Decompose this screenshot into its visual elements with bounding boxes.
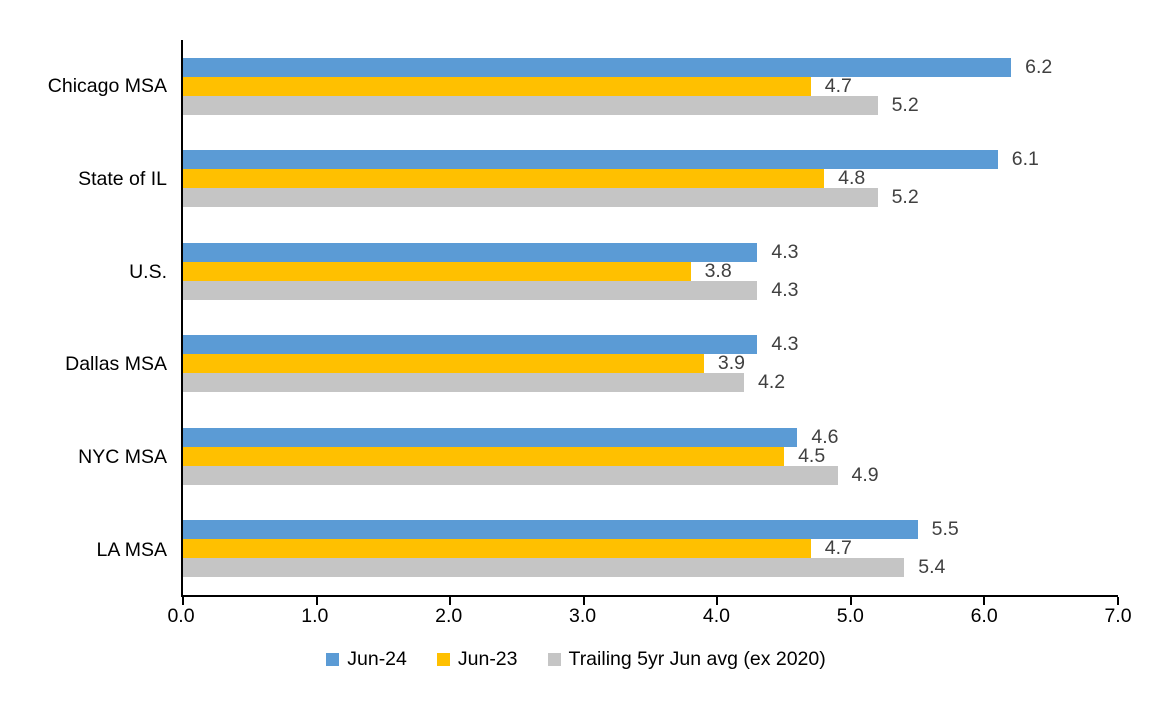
data-label: 5.2 bbox=[891, 93, 919, 116]
x-axis-tick-label: 3.0 bbox=[569, 605, 597, 627]
chart-legend: Jun-24 Jun-23 Trailing 5yr Jun avg (ex 202… bbox=[0, 648, 1152, 671]
data-label: 6.2 bbox=[1025, 55, 1053, 78]
x-axis-tick-mark bbox=[182, 597, 184, 605]
data-label: 4.5 bbox=[798, 444, 826, 467]
bar-row: 5.2 bbox=[183, 93, 1118, 116]
bar-row: 4.5 bbox=[183, 444, 1118, 467]
bar-jun-23 bbox=[183, 169, 825, 189]
bar-group: 6.1 4.8 5.2 bbox=[183, 133, 1118, 226]
bar-row: 4.2 bbox=[183, 371, 1118, 394]
bar-row: 3.9 bbox=[183, 352, 1118, 375]
data-label: 4.2 bbox=[758, 371, 786, 394]
x-axis-tick-label: 6.0 bbox=[970, 605, 998, 627]
bar-group: 5.5 4.7 5.4 bbox=[183, 503, 1118, 596]
bar-jun-24 bbox=[183, 242, 758, 262]
legend-swatch-icon bbox=[326, 653, 340, 666]
category-label: Chicago MSA bbox=[47, 74, 167, 97]
bar-jun-23 bbox=[183, 446, 785, 466]
bar-row: 4.7 bbox=[183, 74, 1118, 97]
bar-row: 4.6 bbox=[183, 425, 1118, 448]
data-label: 4.7 bbox=[824, 537, 852, 560]
bar-trailing-5yr-jun-avg-ex-2020- bbox=[183, 280, 758, 300]
data-label: 4.3 bbox=[771, 278, 799, 301]
data-label: 4.3 bbox=[771, 240, 799, 263]
bar-row: 6.1 bbox=[183, 148, 1118, 171]
bar-row: 4.3 bbox=[183, 333, 1118, 356]
x-axis-tick-mark bbox=[849, 597, 852, 605]
x-axis-tick-mark bbox=[582, 597, 585, 605]
category-label: Dallas MSA bbox=[65, 353, 167, 376]
x-axis-tick-label: 7.0 bbox=[1104, 605, 1132, 627]
data-label: 5.2 bbox=[891, 186, 919, 209]
legend-label: Jun-23 bbox=[457, 648, 518, 670]
legend-swatch-icon bbox=[547, 653, 561, 666]
category-label: LA MSA bbox=[96, 539, 167, 562]
bar-jun-23 bbox=[183, 354, 704, 374]
bar-row: 4.8 bbox=[183, 167, 1118, 190]
bar-row: 6.2 bbox=[183, 55, 1118, 78]
bar-group: 4.6 4.5 4.9 bbox=[183, 410, 1118, 503]
legend-item: Jun-23 bbox=[436, 648, 518, 671]
plot-area: 6.2 4.7 5.2 6.1 4.8 5.2 4.3 3.8 4.3 4.3 3.9 4.2 4.6 4… bbox=[181, 40, 1119, 605]
bar-row: 5.2 bbox=[183, 186, 1118, 209]
x-axis-tick-label: 1.0 bbox=[301, 605, 329, 627]
x-axis-tick-mark bbox=[983, 597, 986, 605]
bar-jun-24 bbox=[183, 150, 998, 170]
category-label: U.S. bbox=[129, 260, 167, 283]
bar-jun-23 bbox=[183, 261, 691, 281]
data-label: 3.9 bbox=[717, 352, 746, 375]
legend-label: Jun-24 bbox=[347, 648, 407, 670]
x-axis-tick-mark bbox=[449, 597, 452, 605]
legend-item: Trailing 5yr Jun avg (ex 2020) bbox=[547, 648, 826, 671]
bar-row: 3.8 bbox=[183, 259, 1118, 282]
bar-row: 5.5 bbox=[183, 518, 1118, 541]
bar-jun-23 bbox=[183, 76, 811, 96]
bar-jun-24 bbox=[183, 57, 1012, 77]
chart-body: Chicago MSA State of IL U.S. Dallas MSA NYC … bbox=[0, 40, 1119, 605]
x-axis-tick-label: 0.0 bbox=[167, 605, 195, 627]
bar-jun-23 bbox=[183, 539, 811, 559]
bar-trailing-5yr-jun-avg-ex-2020- bbox=[183, 188, 878, 208]
bar-group: 4.3 3.9 4.2 bbox=[183, 318, 1118, 411]
bar-row: 4.3 bbox=[183, 240, 1118, 263]
bar-group: 4.3 3.8 4.3 bbox=[183, 225, 1118, 318]
bar-jun-24 bbox=[183, 427, 798, 447]
y-axis-category-labels: Chicago MSA State of IL U.S. Dallas MSA NYC … bbox=[0, 40, 181, 597]
data-label: 4.9 bbox=[851, 463, 879, 486]
data-label: 5.5 bbox=[931, 518, 959, 541]
bar-row: 5.4 bbox=[183, 556, 1118, 579]
bar-trailing-5yr-jun-avg-ex-2020- bbox=[183, 95, 878, 115]
x-axis-tick-mark bbox=[716, 597, 719, 605]
data-label: 4.7 bbox=[824, 74, 852, 97]
bar-row: 4.7 bbox=[183, 537, 1118, 560]
data-label: 5.4 bbox=[918, 556, 946, 579]
data-label: 4.8 bbox=[838, 167, 866, 190]
legend-label: Trailing 5yr Jun avg (ex 2020) bbox=[568, 648, 826, 670]
category-label: State of IL bbox=[78, 167, 167, 190]
data-label: 3.8 bbox=[704, 259, 732, 282]
data-label: 4.3 bbox=[771, 333, 799, 356]
legend-item: Jun-24 bbox=[326, 648, 407, 671]
bar-group: 6.2 4.7 5.2 bbox=[183, 40, 1118, 133]
x-axis-tick-label: 4.0 bbox=[702, 605, 730, 627]
bar-row: 4.9 bbox=[183, 463, 1118, 486]
x-axis-tick-labels: 0.0 1.0 2.0 3.0 4.0 5.0 6.0 7.0 bbox=[167, 605, 1131, 629]
x-axis-tick-mark bbox=[315, 597, 318, 605]
x-axis-tick-label: 5.0 bbox=[836, 605, 864, 627]
bar-trailing-5yr-jun-avg-ex-2020- bbox=[183, 373, 744, 393]
data-label: 6.1 bbox=[1011, 148, 1039, 171]
category-label: NYC MSA bbox=[78, 446, 167, 469]
x-axis-tick-label: 2.0 bbox=[435, 605, 463, 627]
bar-jun-24 bbox=[183, 335, 758, 355]
bar-trailing-5yr-jun-avg-ex-2020- bbox=[183, 465, 838, 485]
bar-row: 4.3 bbox=[183, 278, 1118, 301]
legend-swatch-icon bbox=[436, 653, 450, 666]
data-label: 4.6 bbox=[811, 425, 839, 448]
bar-trailing-5yr-jun-avg-ex-2020- bbox=[183, 558, 905, 578]
bar-jun-24 bbox=[183, 520, 918, 540]
x-axis-tick-mark bbox=[1117, 597, 1119, 605]
